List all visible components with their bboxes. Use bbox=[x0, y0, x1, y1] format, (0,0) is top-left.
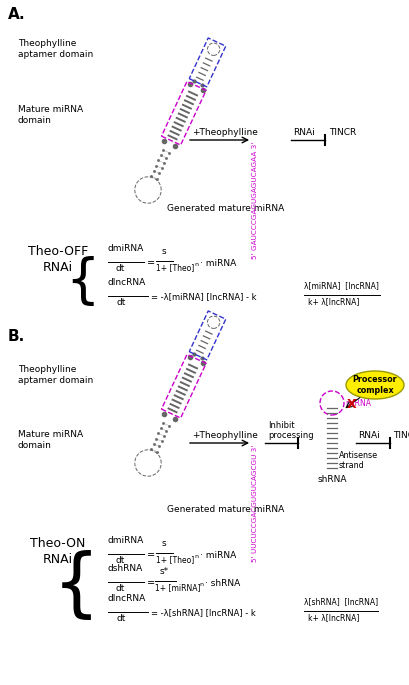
Text: dmiRNA: dmiRNA bbox=[108, 244, 144, 253]
Text: λ[shRNA]  [lncRNA]: λ[shRNA] [lncRNA] bbox=[303, 597, 377, 606]
Ellipse shape bbox=[345, 371, 403, 399]
Text: Generated mature miRNA: Generated mature miRNA bbox=[167, 505, 284, 514]
Text: k+ λ[lncRNA]: k+ λ[lncRNA] bbox=[307, 613, 359, 622]
Text: n: n bbox=[193, 554, 198, 559]
Text: Theo-ON: Theo-ON bbox=[30, 537, 85, 550]
Text: Theophylline
aptamer domain: Theophylline aptamer domain bbox=[18, 365, 93, 385]
Text: +Theophylline: +Theophylline bbox=[191, 431, 257, 440]
Text: A.: A. bbox=[8, 7, 26, 22]
Text: +Theophylline: +Theophylline bbox=[191, 128, 257, 137]
Text: RNAi: RNAi bbox=[292, 128, 314, 137]
Text: RNAi: RNAi bbox=[43, 553, 73, 566]
Text: =: = bbox=[147, 550, 155, 560]
Text: shRNA: shRNA bbox=[317, 475, 346, 484]
Text: dt: dt bbox=[116, 584, 125, 593]
Text: 1+ [Theo]: 1+ [Theo] bbox=[155, 263, 194, 272]
Text: λ[miRNA]  [lncRNA]: λ[miRNA] [lncRNA] bbox=[303, 281, 378, 290]
Text: Mature miRNA
domain: Mature miRNA domain bbox=[18, 105, 83, 125]
Text: 5' UUCUCCGACGUGUCAGCGU 3': 5' UUCUCCGACGUGUCAGCGU 3' bbox=[252, 445, 257, 562]
Text: dlncRNA: dlncRNA bbox=[108, 594, 146, 603]
Text: {: { bbox=[65, 256, 100, 308]
Text: Theo-OFF: Theo-OFF bbox=[28, 245, 88, 258]
Text: dshRNA: dshRNA bbox=[108, 564, 143, 573]
Text: dmiRNA: dmiRNA bbox=[108, 536, 144, 545]
Text: = -λ[miRNA] [lncRNA] - k: = -λ[miRNA] [lncRNA] - k bbox=[151, 292, 256, 301]
Text: n: n bbox=[193, 262, 198, 267]
Text: TINCR: TINCR bbox=[392, 431, 409, 440]
Text: s*: s* bbox=[159, 567, 168, 576]
Text: = -λ[shRNA] [lncRNA] - k: = -λ[shRNA] [lncRNA] - k bbox=[151, 608, 255, 617]
Text: · shRNA: · shRNA bbox=[204, 579, 240, 588]
Text: B.: B. bbox=[8, 329, 25, 344]
Text: dt: dt bbox=[116, 556, 125, 565]
Text: {: { bbox=[53, 550, 100, 623]
Text: X: X bbox=[346, 397, 356, 410]
Text: Theophylline
aptamer domain: Theophylline aptamer domain bbox=[18, 39, 93, 59]
Text: s: s bbox=[161, 539, 166, 548]
Text: Processor
complex: Processor complex bbox=[352, 375, 396, 395]
Text: dt: dt bbox=[117, 614, 126, 623]
Text: Generated mature miRNA: Generated mature miRNA bbox=[167, 204, 284, 213]
Text: 1+ [miRNA]: 1+ [miRNA] bbox=[155, 583, 200, 592]
Text: dlncRNA: dlncRNA bbox=[108, 278, 146, 287]
Text: miRNA: miRNA bbox=[344, 399, 370, 408]
Text: k+ λ[lncRNA]: k+ λ[lncRNA] bbox=[307, 297, 359, 306]
Text: dt: dt bbox=[116, 264, 125, 273]
Text: · miRNA: · miRNA bbox=[200, 551, 236, 560]
Text: =: = bbox=[147, 578, 155, 588]
Text: TINCR: TINCR bbox=[328, 128, 355, 137]
Text: Antisense
strand: Antisense strand bbox=[338, 451, 377, 471]
Text: 1+ [Theo]: 1+ [Theo] bbox=[155, 555, 194, 564]
Text: n: n bbox=[198, 582, 202, 587]
Text: RNAi: RNAi bbox=[357, 431, 379, 440]
Text: RNAi: RNAi bbox=[43, 261, 73, 274]
Text: Inhibit
processing: Inhibit processing bbox=[267, 421, 313, 440]
Text: dt: dt bbox=[117, 298, 126, 307]
Text: 5' GAUCCCGAGUGAGUCAGAA 3': 5' GAUCCCGAGUGAGUCAGAA 3' bbox=[252, 142, 257, 260]
Text: · miRNA: · miRNA bbox=[200, 258, 236, 268]
Text: =: = bbox=[147, 258, 155, 268]
Text: s: s bbox=[161, 247, 166, 256]
Text: Mature miRNA
domain: Mature miRNA domain bbox=[18, 430, 83, 450]
